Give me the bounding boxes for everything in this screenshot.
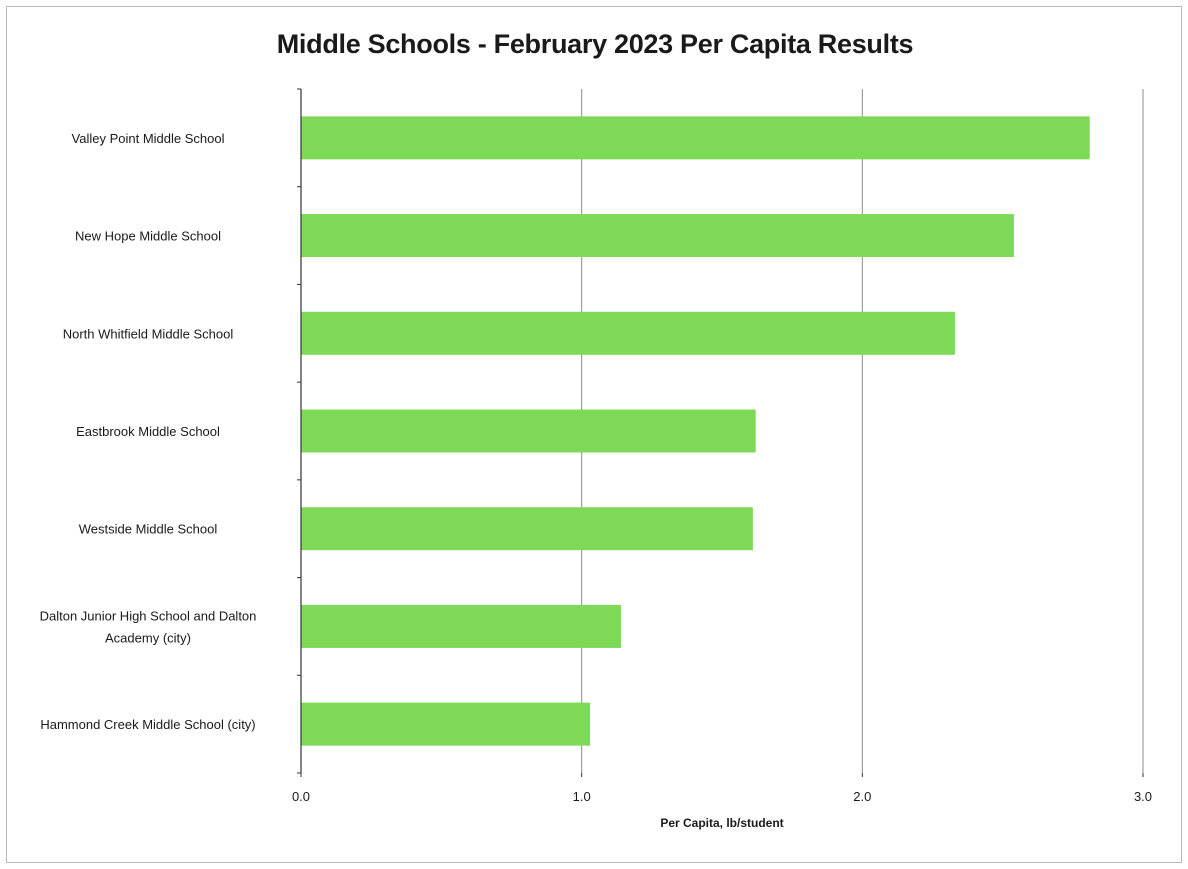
axes — [297, 88, 1144, 777]
x-axis-title: Per Capita, lb/student — [660, 816, 783, 830]
bar — [301, 311, 955, 355]
bar — [301, 702, 591, 746]
category-label: Dalton Junior High School and Dalton Acad… — [40, 608, 257, 645]
x-tick-label: 3.0 — [1134, 789, 1152, 804]
bar — [301, 116, 1090, 160]
bar — [301, 214, 1014, 258]
category-label: North Whitfield Middle School — [63, 326, 234, 341]
x-tick-label: 2.0 — [853, 789, 871, 804]
bar — [301, 507, 753, 551]
category-label: Westside Middle School — [79, 522, 218, 537]
x-tick-label: 1.0 — [573, 789, 591, 804]
labels: 0.0 1.0 2.0 3.0 Valley Point Middle School Ne… — [40, 131, 1152, 830]
bar — [301, 409, 756, 453]
category-label: New Hope Middle School — [75, 229, 221, 244]
category-label: Hammond Creek Middle School (city) — [40, 717, 255, 732]
category-label: Eastbrook Middle School — [76, 424, 220, 439]
x-tick-label: 0.0 — [292, 789, 310, 804]
category-label: Valley Point Middle School — [72, 131, 225, 146]
chart-frame: Middle Schools - February 2023 Per Capit… — [6, 6, 1182, 863]
chart-title: Middle Schools - February 2023 Per Capit… — [276, 29, 914, 59]
plot-area: 0.0 1.0 2.0 3.0 Valley Point Middle School Ne… — [40, 88, 1152, 830]
bar — [301, 604, 621, 648]
bars — [301, 116, 1090, 746]
